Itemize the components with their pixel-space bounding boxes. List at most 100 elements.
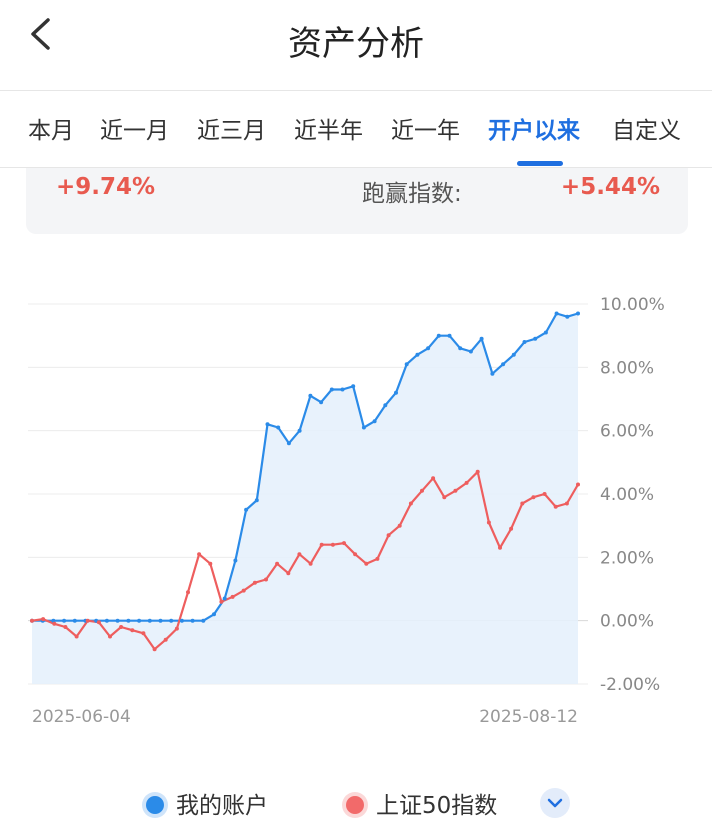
data-point-account (115, 618, 120, 623)
data-point-index (375, 556, 380, 561)
total-return-value: +9.74% (56, 174, 156, 200)
legend-label-account: 我的账户 (176, 793, 268, 819)
data-point-account (340, 387, 345, 392)
period-tabs: 本月 近一月 近三月 近半年 近一年 开户以来 自定义 (0, 91, 712, 168)
data-point-account (576, 311, 580, 316)
y-tick-label: -2.00% (600, 675, 660, 695)
data-point-index (475, 469, 480, 474)
data-point-account (394, 390, 398, 395)
data-point-account (319, 400, 324, 405)
data-point-account (104, 618, 109, 623)
data-point-index (364, 561, 369, 566)
active-tab-indicator (517, 161, 563, 166)
y-tick-label: 0.00% (600, 612, 654, 632)
data-point-account (169, 618, 174, 623)
tab-custom[interactable]: 自定义 (612, 118, 681, 144)
data-point-account (543, 330, 548, 335)
data-point-account (51, 618, 56, 623)
data-point-index (520, 501, 525, 506)
chevron-left-icon[interactable] (22, 14, 62, 54)
data-point-account (415, 352, 420, 357)
data-point-index (264, 577, 268, 582)
data-point-account (147, 618, 152, 623)
data-point-index (330, 542, 335, 547)
legend-item-account[interactable]: 我的账户 (146, 786, 268, 819)
data-point-account (468, 349, 473, 354)
data-point-account (244, 507, 249, 512)
data-point-index (509, 526, 514, 531)
data-point-account (554, 311, 559, 316)
data-point-account (458, 346, 463, 351)
data-point-account (297, 428, 302, 433)
data-point-index (108, 634, 112, 639)
data-point-index (163, 637, 168, 642)
series-area-account (32, 313, 578, 684)
legend-expand-button[interactable] (540, 788, 570, 818)
tab-half-year[interactable]: 近半年 (294, 118, 363, 144)
page-title: 资产分析 (288, 24, 424, 64)
data-point-account (447, 333, 452, 338)
data-point-index (353, 552, 358, 557)
data-point-account (361, 425, 366, 430)
return-chart: 10.00% 8.00% 6.00% 4.00% 2.00% 0.00% -2.00% 202… (0, 280, 712, 730)
data-point-account (222, 596, 227, 601)
data-point-account (533, 336, 538, 341)
data-point-index (408, 501, 413, 506)
data-point-account (72, 618, 77, 623)
return-chart-svg: 10.00% 8.00% 6.00% 4.00% 2.00% 0.00% -2.00% 202… (28, 295, 665, 727)
data-point-index (30, 618, 34, 623)
data-point-index (542, 492, 547, 496)
tab-1-month[interactable]: 近一月 (100, 118, 169, 144)
data-point-index (576, 482, 580, 487)
data-point-index (219, 599, 224, 604)
tab-3-months[interactable]: 近三月 (197, 118, 266, 144)
beat-index-label: 跑赢指数: (362, 181, 462, 207)
data-point-account (329, 387, 334, 392)
data-point-account (308, 393, 313, 398)
data-point-index (553, 504, 558, 509)
data-point-account (565, 314, 570, 319)
data-point-account (404, 362, 409, 367)
data-point-account (190, 618, 195, 623)
data-point-index (119, 625, 124, 629)
data-point-index (420, 488, 424, 493)
data-point-index (63, 625, 68, 629)
data-point-account (426, 346, 431, 351)
y-tick-label: 10.00% (600, 295, 665, 315)
y-tick-label: 6.00% (600, 422, 654, 442)
legend-dot-account (146, 795, 164, 814)
legend-label-index: 上证50指数 (376, 793, 498, 819)
data-point-account (383, 403, 388, 408)
data-point-index (386, 533, 391, 538)
data-point-index (130, 628, 135, 633)
chevron-down-icon (547, 798, 563, 808)
data-point-index (319, 542, 324, 547)
data-point-index (453, 488, 458, 493)
data-point-index (342, 541, 346, 546)
tab-since-opening[interactable]: 开户以来 (488, 118, 580, 144)
legend-dot-index (346, 795, 364, 814)
data-point-index (96, 620, 101, 625)
data-point-account (265, 422, 270, 427)
data-point-index (308, 561, 313, 566)
data-point-account (351, 384, 356, 389)
data-point-account (522, 340, 527, 344)
x-start-label: 2025-06-04 (32, 707, 131, 727)
data-point-account (212, 612, 216, 617)
legend-item-index[interactable]: 上证50指数 (346, 786, 498, 819)
app-header: 资产分析 (0, 0, 712, 91)
data-point-index (297, 552, 302, 557)
tab-1-year[interactable]: 近一年 (391, 118, 460, 144)
data-point-index (186, 590, 190, 595)
data-point-account (436, 333, 441, 338)
series-line-account (32, 312, 579, 622)
tab-this-month[interactable]: 本月 (28, 118, 74, 144)
data-point-account (479, 336, 484, 341)
data-point-index (85, 618, 90, 623)
y-tick-label: 2.00% (600, 548, 654, 568)
data-point-index (286, 571, 291, 576)
data-point-index (397, 523, 402, 528)
data-point-account (158, 618, 163, 623)
data-point-index (174, 626, 179, 631)
data-point-index (564, 501, 569, 506)
